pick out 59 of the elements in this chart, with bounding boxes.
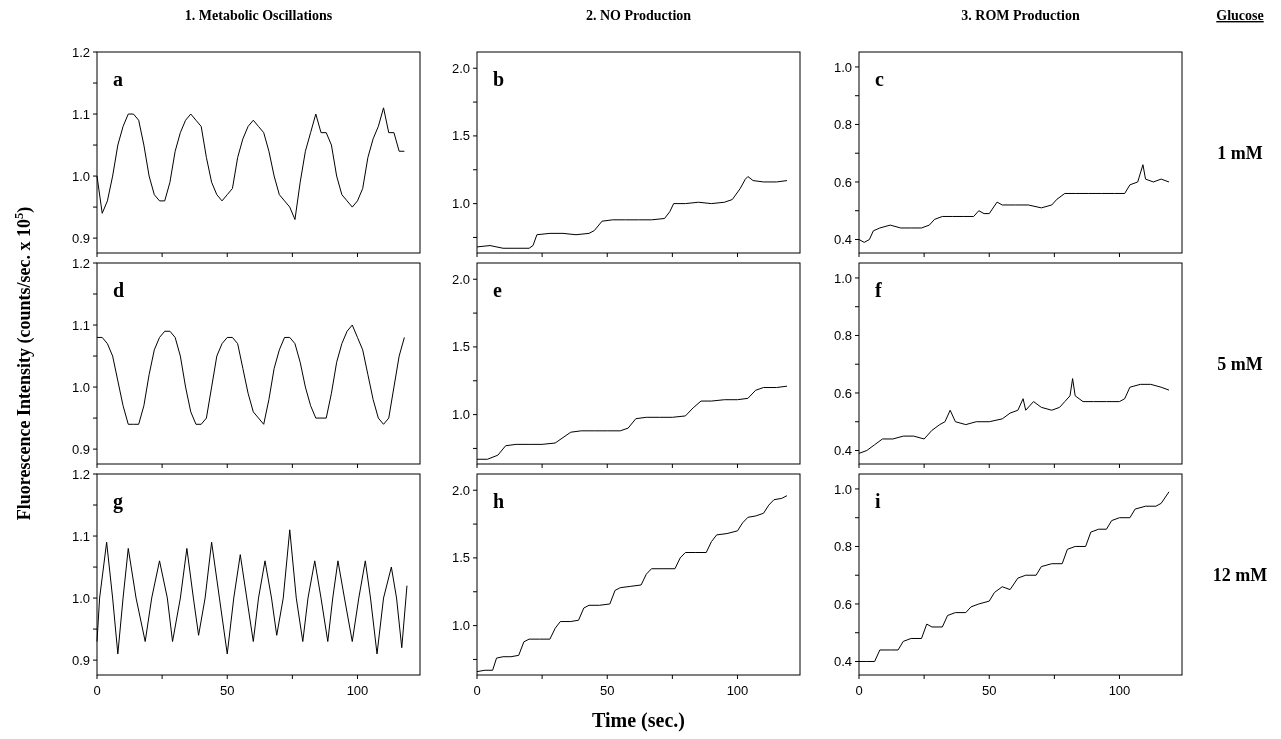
y-tick-label: 2.0 [451,271,470,287]
y-tick-label: 1.2 [71,255,90,271]
y-tick-label: 0.9 [71,230,90,246]
y-tick-label: 1.0 [833,481,852,497]
y-tick-label: 0.6 [833,385,852,401]
x-tick-label: 50 [600,683,615,698]
y-tick-label: 1.5 [451,550,470,566]
chart-title: 2. NO Production [585,8,692,23]
x-axis-title: Time (sec.) [592,709,685,732]
x-tick-label: 100 [726,683,749,698]
text: 5 mM [1217,353,1263,374]
annotation: i [875,490,881,512]
chart-title: 3. ROM Production [961,8,1080,23]
x-tick-label: 100 [346,683,369,698]
x-tick-label: 100 [1108,683,1131,698]
x-tick-label: 50 [220,683,235,698]
y-tick-label: 0.4 [833,654,852,670]
y-tick-label: 2.0 [451,482,470,498]
annotation: e [493,279,502,301]
y-tick-label: 2.0 [451,60,470,76]
y-tick-label: 1.5 [451,339,470,355]
annotation: b [493,68,505,90]
y-tick-label: 1.1 [71,317,90,333]
x-tick-label: 0 [93,683,101,698]
y-tick-label: 0.9 [71,652,90,668]
annotation: g [113,490,123,513]
text: 12 mM [1212,564,1268,585]
y-tick-label: 1.0 [833,270,852,286]
x-tick-label: 0 [855,683,863,698]
x-tick-label: 50 [982,683,997,698]
annotation: h [493,490,505,512]
annotation: f [875,279,882,301]
y-tick-label: 0.8 [833,539,852,555]
y-tick-label: 0.9 [71,441,90,457]
y-tick-label: 0.8 [833,328,852,344]
y-tick-label: 0.6 [833,174,852,190]
annotation: c [875,68,884,90]
annotation: d [113,279,125,301]
annotation: a [113,68,123,90]
x-tick-label: 0 [473,683,481,698]
y-tick-label: 0.4 [833,443,852,459]
text: 1 mM [1217,142,1263,163]
y-tick-label: 1.2 [71,466,90,482]
y-tick-label: 1.0 [71,168,90,184]
y-tick-label: 0.4 [833,232,852,248]
text: Glucose [1216,8,1264,23]
y-tick-label: 1.0 [833,59,852,75]
y-tick-label: 1.1 [71,106,90,122]
y-tick-label: 1.1 [71,528,90,544]
y-tick-label: 1.0 [451,618,470,634]
y-tick-label: 1.2 [71,44,90,60]
chart-title: 1. Metabolic Oscillations [184,8,333,23]
y-tick-label: 0.8 [833,117,852,133]
y-tick-label: 1.0 [451,407,470,423]
y-tick-label: 0.6 [833,596,852,612]
y-tick-label: 1.0 [451,196,470,212]
y-tick-label: 1.5 [451,128,470,144]
y-tick-label: 1.0 [71,590,90,606]
y-tick-label: 1.0 [71,379,90,395]
